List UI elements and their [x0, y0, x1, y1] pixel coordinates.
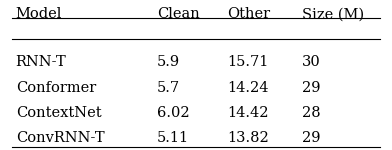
- Text: 5.7: 5.7: [157, 81, 180, 95]
- Text: Clean: Clean: [157, 8, 200, 21]
- Text: 13.82: 13.82: [227, 131, 269, 145]
- Text: Conformer: Conformer: [16, 81, 96, 95]
- Text: Size (M): Size (M): [302, 8, 364, 21]
- Text: 15.71: 15.71: [227, 56, 269, 69]
- Text: 6.02: 6.02: [157, 106, 189, 120]
- Text: 29: 29: [302, 81, 320, 95]
- Text: 28: 28: [302, 106, 321, 120]
- Text: 29: 29: [302, 131, 320, 145]
- Text: Model: Model: [16, 8, 62, 21]
- Text: RNN-T: RNN-T: [16, 56, 66, 69]
- Text: ContextNet: ContextNet: [16, 106, 101, 120]
- Text: 5.9: 5.9: [157, 56, 180, 69]
- Text: 5.11: 5.11: [157, 131, 189, 145]
- Text: 14.24: 14.24: [227, 81, 269, 95]
- Text: Other: Other: [227, 8, 270, 21]
- Text: 14.42: 14.42: [227, 106, 269, 120]
- Text: 30: 30: [302, 56, 321, 69]
- Text: ConvRNN-T: ConvRNN-T: [16, 131, 104, 145]
